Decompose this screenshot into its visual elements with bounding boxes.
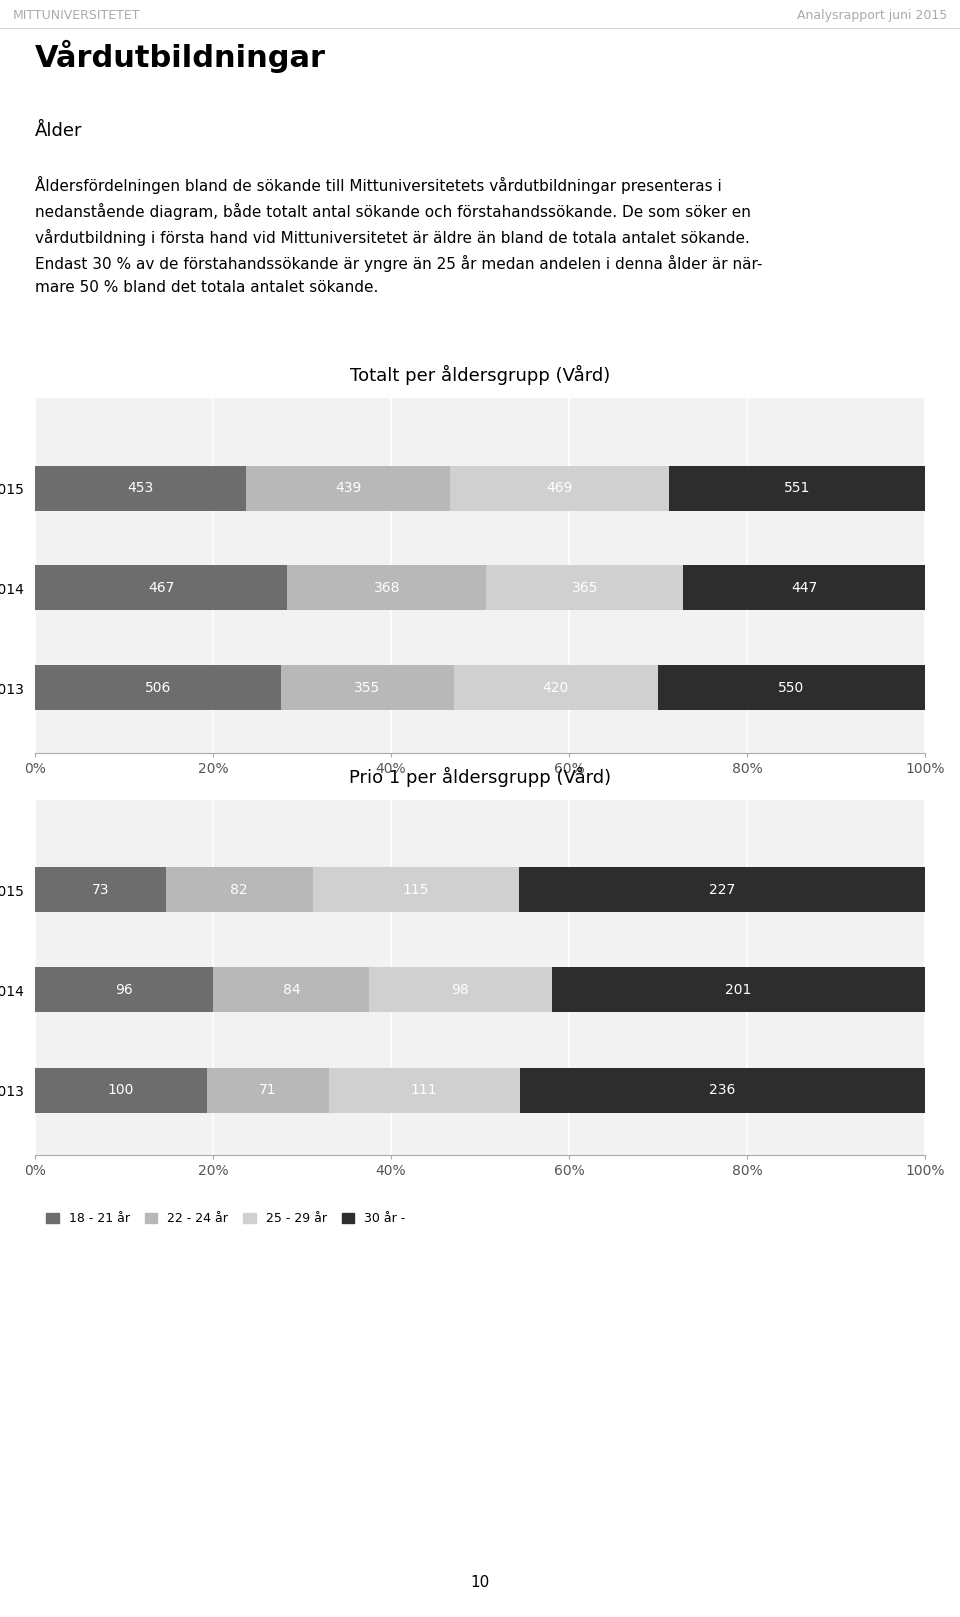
Text: 453: 453 [128,480,154,495]
Bar [166,867,313,912]
Text: 236: 236 [709,1083,735,1096]
Text: 355: 355 [354,681,380,695]
Text: 98: 98 [451,983,469,998]
Text: 551: 551 [783,480,810,495]
Bar [684,566,925,611]
Bar [206,1067,329,1112]
Text: 201: 201 [725,983,752,998]
Text: 365: 365 [571,581,598,595]
Text: 506: 506 [145,681,171,695]
Bar [658,666,925,710]
Bar [35,466,246,511]
Bar [486,566,684,611]
Bar [668,466,925,511]
Text: Analysrapport juni 2015: Analysrapport juni 2015 [797,10,948,23]
Text: MITTUNIVERSITETET: MITTUNIVERSITETET [12,10,140,23]
Bar [281,666,453,710]
Text: 73: 73 [91,883,109,897]
Bar [213,967,370,1012]
Text: 467: 467 [148,581,175,595]
Legend: 18 - 21 år, 22 - 24 år, 25 - 29 år, 30 år -: 18 - 21 år, 22 - 24 år, 25 - 29 år, 30 å… [41,1208,410,1231]
Text: 550: 550 [779,681,804,695]
Bar [552,967,925,1012]
Text: 368: 368 [373,581,400,595]
Bar [329,1067,519,1112]
Bar [35,967,213,1012]
Text: 439: 439 [335,480,361,495]
Text: 420: 420 [542,681,568,695]
Text: 96: 96 [115,983,133,998]
Text: 100: 100 [108,1083,134,1096]
Bar [453,666,658,710]
Bar [35,867,166,912]
Title: Prio 1 per åldersgrupp (Vård): Prio 1 per åldersgrupp (Vård) [348,766,612,787]
Text: 469: 469 [546,480,572,495]
Text: Åldersfördelningen bland de sökande till Mittuniversitetets vårdutbildningar pre: Åldersfördelningen bland de sökande till… [35,176,762,296]
Text: 84: 84 [282,983,300,998]
Legend: 18 - 21 år, 22 - 24 år, 25 - 29 år, 30 år -: 18 - 21 år, 22 - 24 år, 25 - 29 år, 30 å… [41,805,410,828]
Bar [287,566,486,611]
Bar [370,967,552,1012]
Bar [518,867,925,912]
Bar [313,867,518,912]
Text: 447: 447 [791,581,817,595]
Bar [246,466,450,511]
Text: 115: 115 [402,883,429,897]
Bar [35,566,287,611]
Bar [35,1067,206,1112]
Text: Ålder: Ålder [35,121,83,139]
Text: Vårdutbildningar: Vårdutbildningar [35,40,326,73]
Text: 111: 111 [411,1083,438,1096]
Text: 10: 10 [470,1575,490,1590]
Text: 82: 82 [230,883,248,897]
Bar [519,1067,925,1112]
Bar [450,466,668,511]
Text: 71: 71 [259,1083,276,1096]
Title: Totalt per åldersgrupp (Vård): Totalt per åldersgrupp (Vård) [349,365,611,385]
Text: 227: 227 [708,883,734,897]
Bar [35,666,281,710]
